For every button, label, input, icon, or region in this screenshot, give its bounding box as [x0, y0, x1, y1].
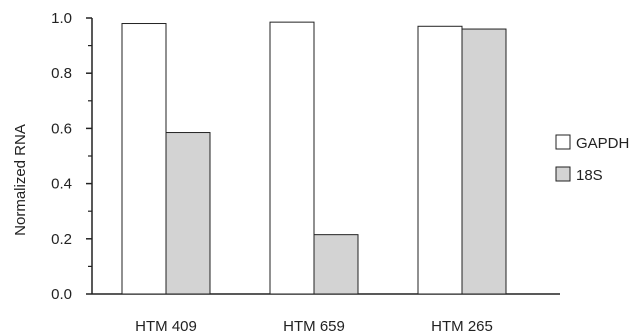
chart-bars — [121, 21, 507, 295]
x-axis-labels: HTM 409 HTM 659 HTM 265 — [135, 318, 493, 332]
legend-label-18s: 18S — [576, 167, 603, 184]
bar-18s-htm-659 — [313, 234, 359, 295]
legend: GAPDH 18S — [555, 134, 629, 184]
y-tick-label: 0.6 — [51, 120, 72, 137]
bar-gapdh-htm-409 — [121, 23, 167, 295]
legend-swatch-18s — [555, 166, 571, 182]
legend-swatch-gapdh — [555, 134, 571, 150]
y-tick-label: 0.4 — [51, 176, 72, 193]
y-tick-label: 1.0 — [51, 10, 72, 27]
x-tick-label: HTM 659 — [283, 318, 345, 332]
y-axis-title: Normalized RNA — [12, 124, 29, 236]
y-tick-label: 0.8 — [51, 65, 72, 82]
y-axis-labels: 0.0 0.2 0.4 0.6 0.8 1.0 — [51, 10, 72, 303]
x-tick-label: HTM 265 — [431, 318, 493, 332]
bar-18s-htm-409 — [165, 132, 211, 295]
legend-label-gapdh: GAPDH — [576, 135, 629, 152]
x-tick-label: HTM 409 — [135, 318, 197, 332]
bar-gapdh-htm-659 — [269, 21, 315, 295]
y-tick-label: 0.2 — [51, 231, 72, 248]
y-tick-label: 0.0 — [51, 286, 72, 303]
bar-18s-htm-265 — [461, 28, 507, 295]
bar-gapdh-htm-265 — [417, 25, 463, 295]
